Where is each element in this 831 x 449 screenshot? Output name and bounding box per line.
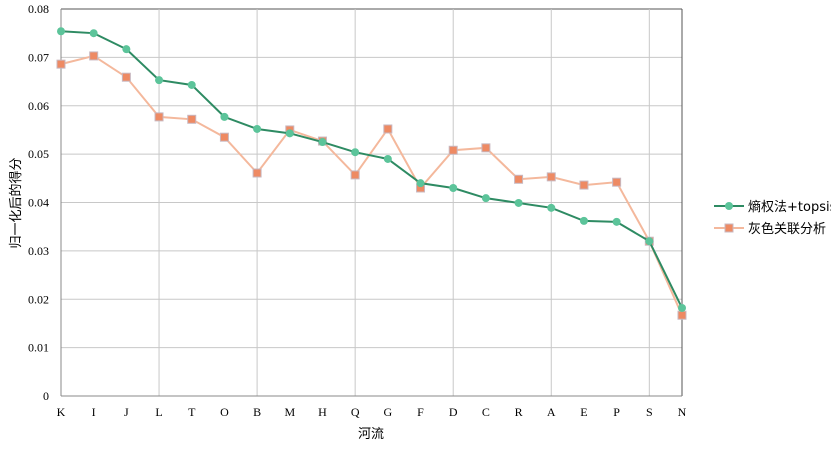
data-point	[383, 154, 392, 163]
x-tick-label: G	[384, 405, 393, 419]
x-tick-label: S	[646, 405, 653, 419]
data-point	[350, 170, 360, 180]
data-point	[154, 112, 164, 122]
data-point	[579, 216, 588, 225]
series-line-1	[60, 54, 683, 316]
y-tick-label: 0.03	[28, 244, 49, 258]
y-tick-label: 0.08	[28, 2, 49, 16]
data-point	[678, 303, 686, 312]
x-axis-label: 河流	[358, 427, 384, 442]
data-point	[122, 45, 131, 54]
x-tick-label: A	[547, 405, 556, 419]
data-point	[645, 237, 654, 246]
data-point	[285, 129, 294, 138]
data-point	[318, 138, 327, 147]
data-point	[219, 132, 229, 142]
data-point	[187, 80, 196, 89]
data-point	[481, 143, 491, 153]
y-tick-label: 0.01	[28, 341, 49, 355]
legend-marker-1	[724, 223, 734, 233]
x-tick-label: K	[57, 405, 66, 419]
x-tick-label: E	[580, 405, 587, 419]
data-point	[579, 180, 589, 190]
x-tick-label: I	[92, 405, 96, 419]
series-line-0	[60, 30, 683, 309]
data-point	[677, 310, 687, 320]
data-point	[448, 145, 458, 155]
data-point	[449, 183, 458, 192]
y-tick-label: 0.05	[28, 147, 49, 161]
data-point	[252, 168, 262, 178]
data-point	[514, 174, 524, 184]
y-tick-label: 0.04	[28, 196, 49, 210]
x-tick-label: P	[613, 405, 620, 419]
x-tick-label: O	[220, 405, 229, 419]
data-point	[612, 177, 622, 187]
y-tick-label: 0.07	[28, 50, 49, 64]
data-point	[220, 112, 229, 121]
data-point	[187, 114, 197, 124]
x-tick-label: H	[318, 405, 327, 419]
x-tick-label: R	[515, 405, 523, 419]
data-point	[383, 124, 393, 134]
x-tick-label: B	[253, 405, 261, 419]
legend-label-0: 熵权法+topsis	[748, 199, 831, 215]
x-tick-label: M	[284, 405, 295, 419]
x-tick-label: J	[124, 405, 129, 419]
x-tick-label: T	[188, 405, 196, 419]
y-tick-label: 0.02	[28, 292, 49, 306]
y-tick-label: 0	[43, 389, 49, 403]
x-tick-label: D	[449, 405, 458, 419]
data-point	[481, 194, 490, 203]
data-point	[57, 27, 65, 36]
y-axis-label: 归一化后的得分	[8, 157, 24, 248]
data-point	[253, 124, 262, 133]
legend: 熵权法+topsis 灰色关联分析	[714, 199, 831, 237]
data-point	[546, 172, 556, 182]
data-point	[89, 29, 98, 38]
data-point	[416, 179, 425, 188]
data-point	[121, 72, 131, 82]
data-point	[514, 198, 523, 207]
legend-marker-0	[725, 202, 733, 210]
data-point	[612, 217, 621, 226]
data-point	[155, 76, 164, 85]
data-point	[547, 203, 556, 212]
x-tick-label: C	[482, 405, 490, 419]
series-group	[56, 27, 687, 320]
data-point	[56, 59, 66, 69]
x-tick-label: Q	[351, 405, 360, 419]
data-point	[89, 51, 99, 61]
x-tick-label: F	[417, 405, 424, 419]
grid	[60, 8, 683, 397]
x-tick-label: L	[155, 405, 162, 419]
y-tick-label: 0.06	[28, 99, 49, 113]
data-point	[351, 148, 360, 157]
x-tick-label: N	[678, 405, 687, 419]
legend-label-1: 灰色关联分析	[748, 221, 826, 237]
y-ticks: 0 0.01 0.02 0.03 0.04 0.05 0.06 0.07 0.08	[28, 2, 49, 403]
